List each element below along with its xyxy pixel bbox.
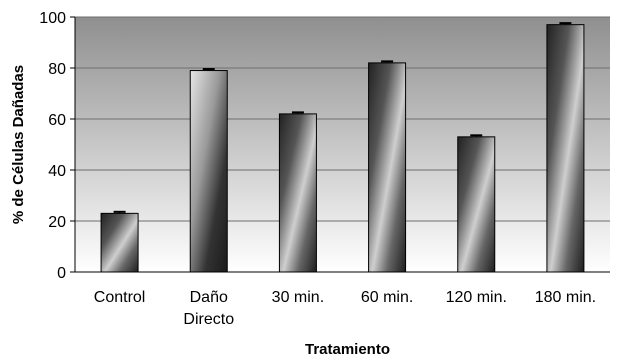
x-tick-label: 60 min.: [361, 289, 413, 306]
plot-area: [75, 17, 610, 272]
bar: [546, 24, 585, 273]
x-tick-label: Daño Directo: [183, 289, 234, 328]
bar: [100, 212, 139, 273]
y-tick-label: 0: [57, 265, 66, 282]
y-axis-title: % de Células Dañadas: [10, 65, 27, 224]
bar: [189, 70, 228, 273]
bar: [368, 62, 407, 273]
bar: [457, 136, 496, 273]
x-tick-label: 120 min.: [446, 289, 507, 306]
x-tick-label: Control: [94, 289, 146, 306]
axes: [70, 16, 610, 273]
y-tick-label: 80: [48, 61, 66, 78]
y-tick-label: 20: [48, 214, 66, 231]
x-axis-title: Tratamiento: [305, 341, 390, 358]
y-tick-label: 100: [39, 10, 66, 27]
x-tick-label: 30 min.: [272, 289, 324, 306]
bar: [278, 113, 317, 273]
x-tick-label: 180 min.: [535, 289, 596, 306]
y-tick-label: 40: [48, 163, 66, 180]
bars: [100, 22, 585, 273]
y-tick-label: 60: [48, 112, 66, 129]
labels: 0 20 40 60 80 100 Control Daño Directo 30 min. 60 …: [39, 10, 596, 328]
gridlines: [75, 16, 610, 222]
